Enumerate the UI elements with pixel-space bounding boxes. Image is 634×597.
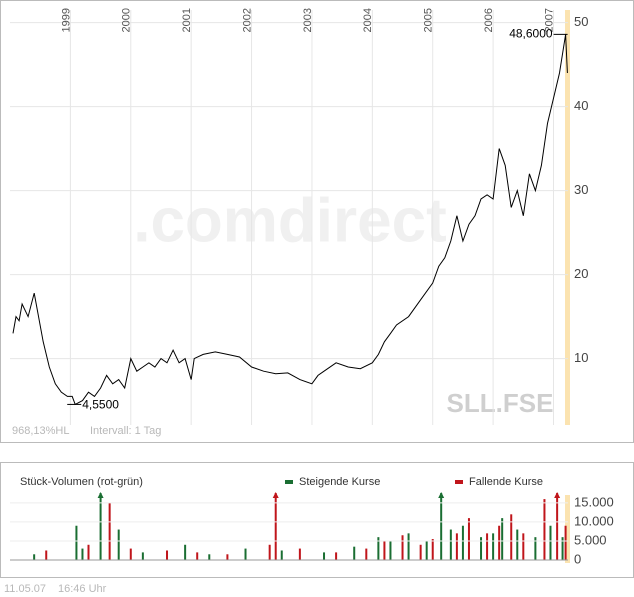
volume-bar (389, 540, 392, 560)
volume-frame (0, 462, 634, 578)
volume-bar (425, 540, 428, 560)
footer-time: 16:46 Uhr (58, 583, 107, 595)
x-tick-label: 2007 (543, 8, 555, 32)
highlight (565, 495, 570, 563)
volume-bar (280, 550, 283, 560)
y-tick-label: 30 (574, 182, 588, 197)
volume-bar (166, 550, 169, 560)
volume-bar (244, 548, 247, 560)
overflow-arrow (97, 492, 104, 498)
overflow-arrow (272, 492, 279, 498)
min-label: 4,5500 (82, 398, 119, 412)
volume-bar (431, 539, 434, 560)
y-tick-label: 0 (574, 551, 581, 566)
x-tick-label: 2001 (181, 8, 193, 32)
x-tick-label: 1999 (60, 8, 72, 32)
price-frame (0, 0, 634, 443)
watermark: .comdirect (133, 186, 447, 255)
volume-bar (226, 554, 229, 560)
volume-bars (33, 493, 567, 560)
volume-bar (196, 552, 199, 560)
footer-date: 11.05.07 (4, 583, 46, 595)
volume-bar (268, 544, 271, 560)
volume-bar (480, 537, 483, 560)
volume-bar (141, 552, 144, 560)
volume-title: Stück-Volumen (rot-grün) (20, 476, 143, 488)
volume-bar (467, 518, 470, 560)
y-tick-label: 40 (574, 98, 588, 113)
volume-bar (522, 533, 525, 560)
x-tick-label: 2000 (121, 8, 133, 32)
volume-bar (274, 493, 277, 560)
volume-bar (455, 533, 458, 560)
legend-swatch (455, 480, 463, 484)
x-tick-label: 2003 (302, 8, 314, 32)
volume-bar (99, 493, 102, 560)
range-note: 968,13%HL (12, 425, 70, 437)
volume-bar (184, 544, 187, 560)
x-tick-label: 2002 (241, 8, 253, 32)
x-tick-label: 2004 (362, 8, 374, 32)
volume-bar (440, 493, 443, 560)
volume-bar (461, 525, 464, 560)
volume-bar (81, 548, 84, 560)
volume-bar (501, 518, 504, 560)
overflow-arrow (554, 492, 561, 498)
y-tick-label: 10.000 (574, 513, 614, 528)
volume-bar (33, 554, 36, 560)
overflow-arrow (438, 492, 445, 498)
volume-bar (510, 514, 513, 560)
y-tick-label: 10 (574, 350, 588, 365)
volume-bar (87, 544, 90, 560)
volume-bar (353, 546, 356, 560)
volume-bar (298, 548, 301, 560)
volume-bar (335, 552, 338, 560)
volume-bar (492, 533, 495, 560)
highlight (565, 10, 570, 425)
y-tick-label: 20 (574, 266, 588, 281)
x-tick-label: 2005 (423, 8, 435, 32)
volume-bar (377, 537, 380, 560)
volume-bar (108, 502, 111, 560)
volume-bar (75, 525, 78, 560)
price-line (12, 34, 568, 406)
volume-bar (365, 548, 368, 560)
volume-bar (449, 529, 452, 560)
volume-bar (401, 535, 404, 560)
x-tick-label: 2006 (483, 8, 495, 32)
legend-swatch (285, 480, 293, 484)
legend-label: Steigende Kurse (299, 476, 380, 488)
volume-bar (543, 499, 546, 560)
volume-bar (45, 550, 48, 560)
legend-label: Fallende Kurse (469, 476, 543, 488)
volume-bar (561, 537, 564, 560)
symbol: SLL.FSE (447, 388, 554, 418)
volume-bar (486, 533, 489, 560)
volume-bar (323, 552, 326, 560)
y-tick-label: 15.000 (574, 494, 614, 509)
volume-bar (419, 544, 422, 560)
interval: Intervall: 1 Tag (90, 425, 161, 437)
max-label: 48,6000 (509, 27, 553, 41)
volume-bar (407, 533, 410, 560)
volume-bar (208, 554, 211, 560)
volume-bar (564, 525, 567, 560)
volume-bar (549, 525, 552, 560)
volume-bar (383, 540, 386, 560)
volume-bar (498, 525, 501, 560)
volume-bar (534, 537, 537, 560)
y-tick-label: 50 (574, 14, 588, 29)
volume-bar (556, 493, 559, 560)
volume-bar (117, 529, 120, 560)
volume-bar (516, 529, 519, 560)
volume-bar (129, 548, 132, 560)
y-tick-label: 5.000 (574, 532, 607, 547)
